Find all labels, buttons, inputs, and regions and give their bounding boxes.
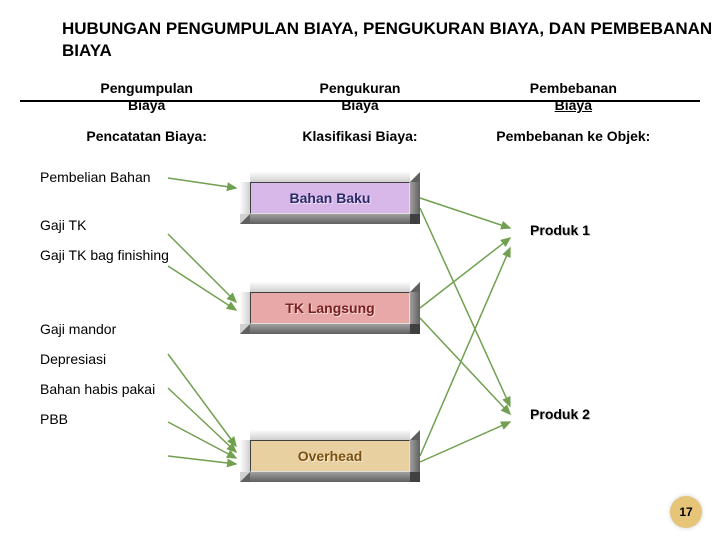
col-2-h1: Pengukuran (320, 80, 401, 96)
category-box: Overhead (240, 430, 420, 482)
col-2: Pengukuran Biaya Klasifikasi Biaya: (253, 80, 466, 144)
box-label: TK Langsung (285, 300, 374, 316)
product-label: Produk 2 (470, 406, 650, 422)
list-item: Gaji mandor (40, 314, 220, 344)
box-label: Overhead (298, 448, 363, 464)
col-2-header: Pengukuran Biaya (253, 80, 466, 114)
left-items: Pembelian Bahan Gaji TK Gaji TK bag fini… (40, 162, 220, 434)
col-3-sub: Pembebanan ke Objek: (467, 128, 680, 144)
col-3-h1: Pembebanan (530, 80, 617, 96)
column-headers: Pengumpulan Biaya Pencatatan Biaya: Peng… (0, 70, 720, 144)
list-item: Bahan habis pakai (40, 374, 220, 404)
category-box: TK Langsung (240, 282, 420, 334)
list-item: Gaji TK (40, 210, 220, 240)
list-item: Gaji TK bag finishing (40, 240, 220, 270)
col-3: Pembebanan Biaya Pembebanan ke Objek: (467, 80, 680, 144)
product-label: Produk 1 (470, 222, 650, 238)
category-box: Bahan Baku (240, 172, 420, 224)
list-item: PBB (40, 404, 220, 434)
col-1: Pengumpulan Biaya Pencatatan Biaya: (40, 80, 253, 144)
col-1-sub: Pencatatan Biaya: (40, 128, 253, 144)
box-label: Bahan Baku (290, 190, 371, 206)
list-item: Pembelian Bahan (40, 162, 220, 192)
col-1-h1: Pengumpulan (100, 80, 193, 96)
title-underline (20, 100, 700, 102)
col-3-header: Pembebanan Biaya (467, 80, 680, 114)
list-item: Depresiasi (40, 344, 220, 374)
main-title: HUBUNGAN PENGUMPULAN BIAYA, PENGUKURAN B… (0, 0, 720, 70)
slide-number-badge: 17 (670, 496, 702, 528)
col-2-sub: Klasifikasi Biaya: (253, 128, 466, 144)
col-1-header: Pengumpulan Biaya (40, 80, 253, 114)
